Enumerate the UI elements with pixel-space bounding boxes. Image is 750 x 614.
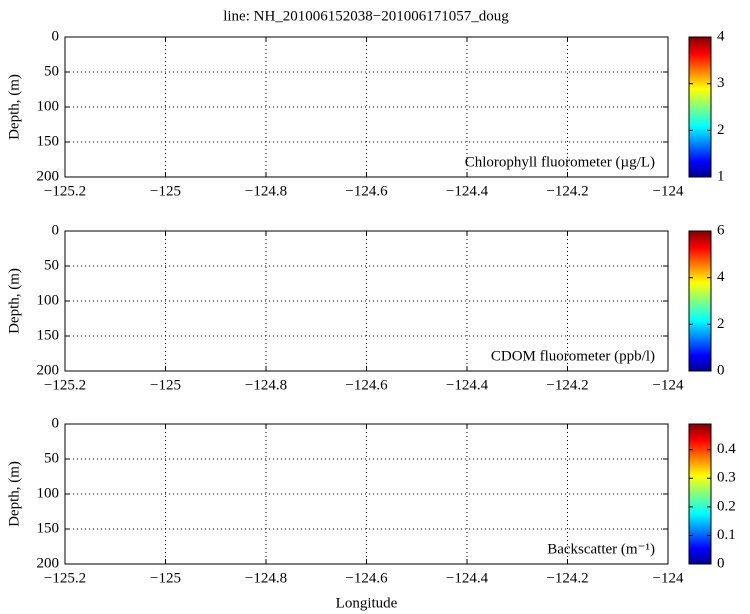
plot-frame <box>64 423 669 565</box>
y-axis-label: Depth, (m) <box>6 461 22 527</box>
y-tick-label: 0 <box>52 222 60 238</box>
colorbar-tick-label: 4 <box>717 269 725 285</box>
x-tick-label: −124 <box>653 183 684 199</box>
colorbar-tick-label: 0.4 <box>717 441 736 457</box>
colorbar-tick-label: 2 <box>717 316 725 332</box>
annotation: Backscatter (m⁻¹) <box>547 541 655 557</box>
x-tick-label: −124 <box>653 570 684 586</box>
y-axis-label: Depth, (m) <box>6 268 22 334</box>
y-axis-label: Depth, (m) <box>6 74 22 140</box>
colorbar-tick-label: 1 <box>717 168 725 184</box>
colorbar <box>688 423 712 565</box>
colorbar-tick-label: 0 <box>717 362 725 378</box>
y-tick-label: 150 <box>37 133 60 149</box>
colorbar-tick-label: 6 <box>717 222 725 238</box>
x-tick-label: −124.2 <box>546 183 588 199</box>
y-tick-label: 50 <box>44 450 59 466</box>
y-tick-label: 200 <box>37 362 60 378</box>
x-tick-label: −125.2 <box>44 377 86 393</box>
x-tick-label: −124.4 <box>446 183 489 199</box>
x-tick-label: −124 <box>653 377 684 393</box>
plot-frame <box>64 36 669 178</box>
x-tick-label: −124.6 <box>345 377 388 393</box>
y-tick-label: 100 <box>37 98 60 114</box>
x-tick-label: −124.2 <box>546 570 588 586</box>
y-tick-label: 200 <box>37 168 60 184</box>
x-axis-label: Longitude <box>336 595 398 611</box>
x-tick-label: −125.2 <box>44 183 86 199</box>
annotation: Chlorophyll fluorometer (µg/L) <box>465 154 655 170</box>
colorbar-tick-label: 2 <box>717 122 725 138</box>
colorbar <box>688 230 712 372</box>
y-tick-label: 150 <box>37 327 60 343</box>
x-tick-label: −125 <box>150 183 181 199</box>
colorbar <box>688 36 712 178</box>
x-tick-label: −124.8 <box>245 377 287 393</box>
x-tick-label: −124.2 <box>546 377 588 393</box>
x-tick-label: −124.4 <box>446 570 489 586</box>
plot-frame <box>64 230 669 372</box>
colorbar-tick-label: 0.1 <box>717 527 736 543</box>
x-tick-label: −125 <box>150 377 181 393</box>
colorbar-tick-label: 3 <box>717 75 725 91</box>
y-tick-label: 150 <box>37 520 60 536</box>
colorbar-tick-label: 0.3 <box>717 470 736 486</box>
x-tick-label: −124.8 <box>245 570 287 586</box>
y-tick-label: 100 <box>37 485 60 501</box>
x-tick-label: −124.6 <box>345 183 388 199</box>
colorbar-tick-label: 4 <box>717 28 725 44</box>
x-tick-label: −124.8 <box>245 183 287 199</box>
y-tick-label: 0 <box>52 415 60 431</box>
x-tick-label: −125 <box>150 570 181 586</box>
x-tick-label: −124.6 <box>345 570 388 586</box>
y-tick-label: 100 <box>37 292 60 308</box>
chart-title: line: NH_201006152038−201006171057_doug <box>223 8 509 24</box>
y-tick-label: 50 <box>44 257 59 273</box>
colorbar-tick-label: 0 <box>717 555 725 571</box>
y-tick-label: 50 <box>44 63 59 79</box>
annotation: CDOM fluorometer (ppb/l) <box>491 348 655 364</box>
x-tick-label: −125.2 <box>44 570 86 586</box>
x-tick-label: −124.4 <box>446 377 489 393</box>
y-tick-label: 0 <box>52 28 60 44</box>
colorbar-tick-label: 0.2 <box>717 498 736 514</box>
y-tick-label: 200 <box>37 555 60 571</box>
